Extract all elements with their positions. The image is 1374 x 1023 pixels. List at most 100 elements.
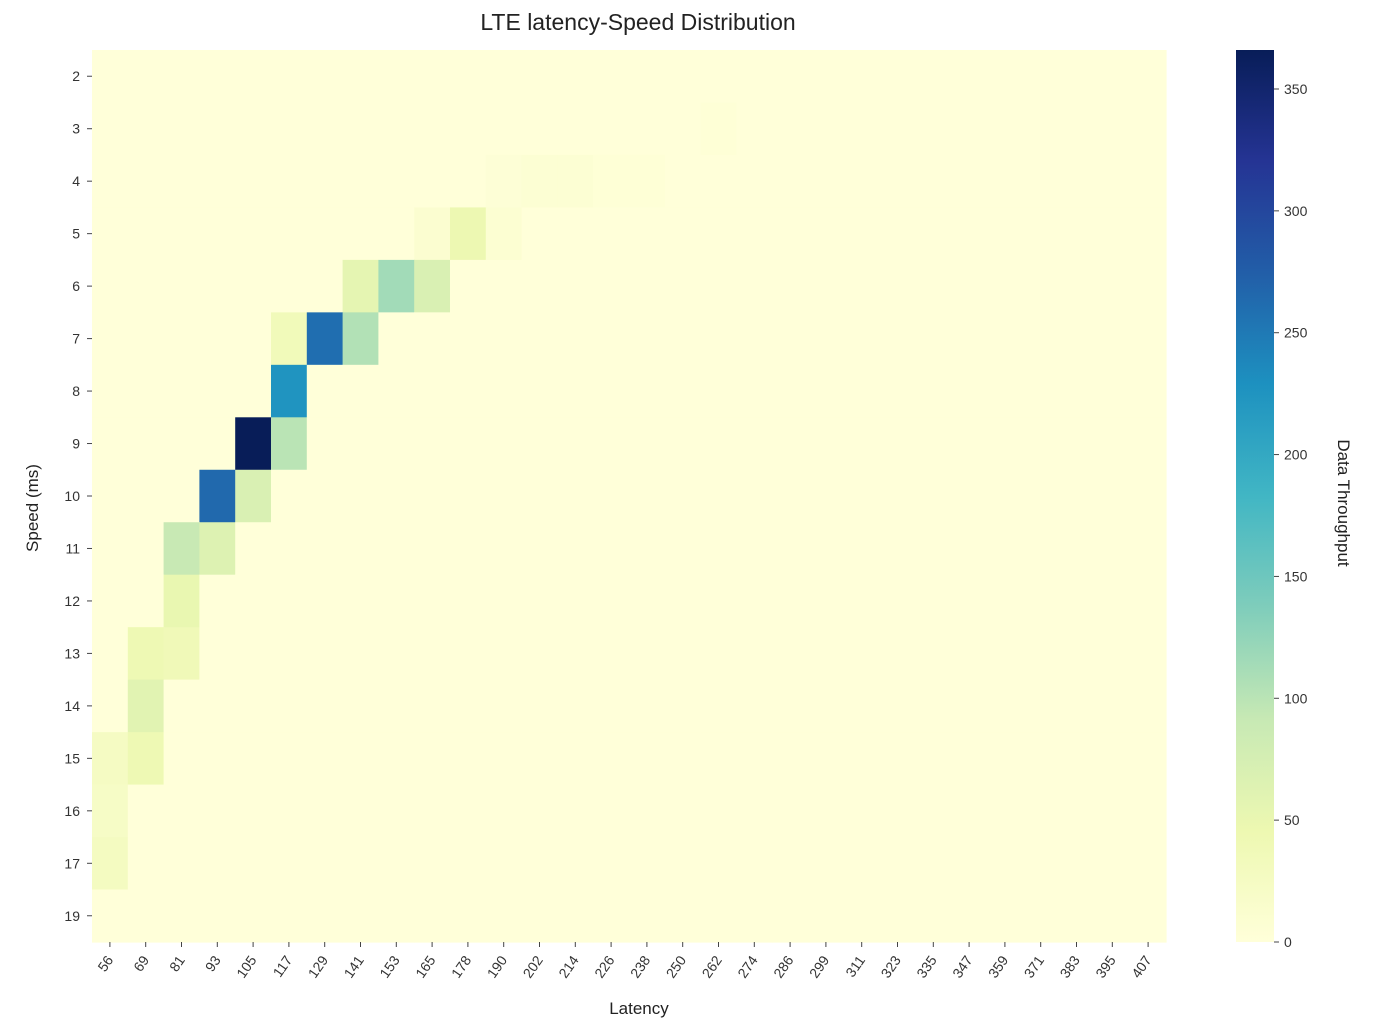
heatmap-cell bbox=[414, 312, 451, 366]
heatmap-cell bbox=[378, 889, 415, 943]
heatmap-cell bbox=[843, 627, 881, 681]
heatmap-cell bbox=[1058, 574, 1095, 628]
heatmap-cell bbox=[879, 312, 916, 366]
heatmap-cell bbox=[557, 889, 594, 943]
heatmap-cell bbox=[414, 417, 451, 471]
heatmap-cell bbox=[1022, 312, 1060, 366]
heatmap-cell bbox=[772, 469, 809, 523]
heatmap-cell bbox=[808, 102, 845, 156]
heatmap-cell bbox=[306, 259, 344, 313]
heatmap-cell bbox=[306, 417, 344, 471]
heatmap-cell bbox=[915, 154, 952, 209]
heatmap-cell bbox=[163, 679, 200, 733]
heatmap-cell bbox=[235, 469, 272, 523]
heatmap-cell bbox=[736, 50, 773, 104]
heatmap-cell bbox=[92, 312, 129, 366]
heatmap-cell bbox=[271, 259, 308, 313]
heatmap-cell bbox=[629, 784, 666, 838]
heatmap-cell bbox=[450, 364, 487, 418]
heatmap-cell bbox=[163, 259, 200, 313]
heatmap-cell bbox=[485, 154, 523, 209]
heatmap-cell bbox=[235, 50, 272, 104]
colorbar-ticks: 0 50 100 150 200 250 300 350 bbox=[1274, 81, 1308, 950]
y-tick-label: 16 bbox=[64, 803, 80, 819]
x-tick-label: 371 bbox=[1021, 952, 1048, 980]
heatmap-cell bbox=[808, 784, 845, 838]
heatmap-cell bbox=[378, 469, 415, 523]
heatmap-cell bbox=[521, 259, 558, 313]
heatmap-cell bbox=[1058, 364, 1095, 418]
heatmap-cell bbox=[593, 102, 630, 156]
heatmap-cell bbox=[951, 889, 988, 943]
heatmap-cell bbox=[306, 837, 344, 891]
heatmap-cell bbox=[593, 732, 630, 786]
heatmap-cell bbox=[485, 627, 523, 681]
heatmap-cell bbox=[163, 207, 200, 261]
x-tick-label: 129 bbox=[305, 952, 332, 980]
heatmap-cell bbox=[521, 207, 558, 261]
heatmap-cell bbox=[1058, 154, 1095, 209]
heatmap-cell bbox=[951, 417, 988, 471]
heatmap-cell bbox=[378, 522, 415, 576]
heatmap-cell bbox=[342, 50, 379, 104]
heatmap-cell bbox=[414, 784, 451, 838]
heatmap-cell bbox=[271, 364, 308, 418]
heatmap-cell bbox=[879, 364, 916, 418]
heatmap-cell bbox=[664, 627, 702, 681]
heatmap-cell bbox=[450, 312, 487, 366]
colorbar-tick-label: 100 bbox=[1284, 690, 1308, 706]
heatmap-cell bbox=[593, 259, 630, 313]
y-tick-label: 7 bbox=[72, 331, 80, 347]
heatmap-cell bbox=[414, 522, 451, 576]
heatmap-cell bbox=[915, 889, 952, 943]
colorbar-label: Data Throughput bbox=[1334, 439, 1353, 567]
heatmap-cell bbox=[378, 154, 415, 209]
heatmap-cell bbox=[1058, 522, 1095, 576]
heatmap-cell bbox=[772, 889, 809, 943]
heatmap-cell bbox=[987, 50, 1024, 104]
heatmap-cell bbox=[235, 784, 272, 838]
heatmap-cell bbox=[664, 207, 702, 261]
heatmap-cell bbox=[1022, 732, 1060, 786]
colorbar-tick-label: 300 bbox=[1284, 203, 1308, 219]
heatmap-cell bbox=[1094, 679, 1131, 733]
heatmap-cell bbox=[808, 154, 845, 209]
colorbar-tick-label: 250 bbox=[1284, 325, 1308, 341]
heatmap-cell bbox=[736, 102, 773, 156]
heatmap-cell bbox=[378, 312, 415, 366]
heatmap-cell bbox=[1130, 312, 1167, 366]
heatmap-cell bbox=[306, 312, 344, 366]
heatmap-cell bbox=[879, 154, 916, 209]
colorbar-tick-label: 350 bbox=[1284, 81, 1308, 97]
heatmap-cell bbox=[271, 732, 308, 786]
heatmap-cell bbox=[450, 259, 487, 313]
x-tick-label: 141 bbox=[340, 952, 367, 980]
heatmap-cell bbox=[306, 732, 344, 786]
heatmap-cell bbox=[235, 154, 272, 209]
heatmap-cell bbox=[271, 837, 308, 891]
heatmap-cell bbox=[843, 837, 881, 891]
heatmap-cell bbox=[1022, 259, 1060, 313]
heatmap-cell bbox=[808, 364, 845, 418]
heatmap-cell bbox=[485, 522, 523, 576]
heatmap-cell bbox=[772, 259, 809, 313]
heatmap-cell bbox=[736, 889, 773, 943]
heatmap-cell bbox=[199, 259, 236, 313]
heatmap-cell bbox=[127, 207, 165, 261]
heatmap-cell bbox=[1058, 679, 1095, 733]
heatmap-cell bbox=[843, 154, 881, 209]
heatmap-cell bbox=[808, 627, 845, 681]
heatmap-cell bbox=[1130, 102, 1167, 156]
y-axis-label: Speed (ms) bbox=[23, 464, 42, 552]
heatmap-cell bbox=[199, 417, 236, 471]
heatmap-cell bbox=[450, 889, 487, 943]
heatmap-cell bbox=[521, 784, 558, 838]
heatmap-cell bbox=[450, 679, 487, 733]
heatmap-cell bbox=[879, 469, 916, 523]
heatmap-cell bbox=[306, 364, 344, 418]
heatmap-cell bbox=[843, 50, 881, 104]
x-tick-label: 335 bbox=[913, 952, 940, 980]
heatmap-cell bbox=[987, 364, 1024, 418]
heatmap-cell bbox=[951, 207, 988, 261]
heatmap-cell bbox=[808, 259, 845, 313]
